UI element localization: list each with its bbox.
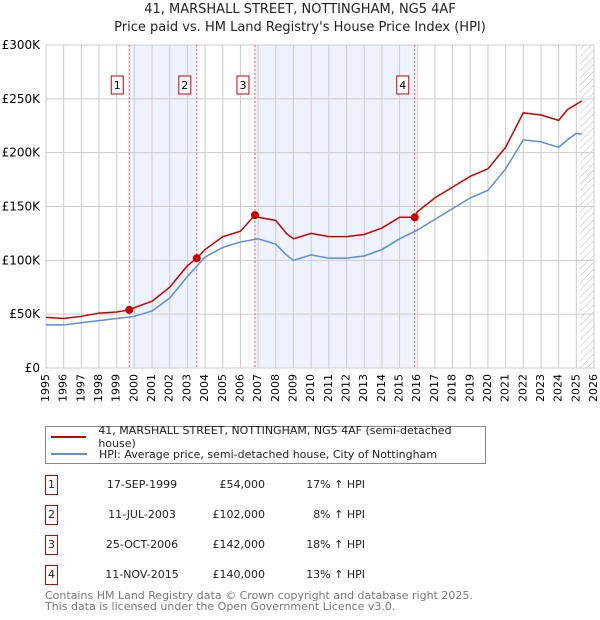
chart-title: 41, MARSHALL STREET, NOTTINGHAM, NG5 4AF: [144, 2, 456, 17]
x-tick-label: 1998: [92, 374, 105, 402]
x-tick-label: 2003: [180, 374, 193, 402]
x-tick-label: 2000: [127, 374, 140, 402]
x-tick-label: 2021: [499, 374, 512, 402]
x-tick-label: 2006: [233, 374, 246, 402]
x-tick-label: 2022: [516, 374, 529, 402]
footer: Contains HM Land Registry data © Crown c…: [45, 590, 473, 612]
y-tick-label: £100K: [2, 253, 42, 267]
y-tick-label: £300K: [2, 38, 42, 52]
y-tick-label: £50K: [9, 307, 41, 321]
footer-line-1: Contains HM Land Registry data © Crown c…: [45, 589, 473, 602]
legend-hpi: HPI: Average price, semi-detached house,…: [99, 447, 438, 461]
x-tick-label: 2023: [534, 374, 547, 402]
sale-date: 11-NOV-2015: [105, 568, 179, 581]
x-tick-label: 1997: [74, 374, 87, 402]
chart-subtitle: Price paid vs. HM Land Registry's House …: [114, 20, 486, 35]
sale-date: 17-SEP-1999: [106, 478, 178, 491]
sale-hpi-diff: 13% ↑ HPI: [306, 568, 365, 581]
sale-price: £142,000: [212, 538, 266, 551]
x-tick-label: 2017: [428, 374, 441, 402]
sale-number-badge: 4: [45, 565, 58, 585]
x-tick-label: 1996: [57, 374, 70, 402]
legend-property: 41, MARSHALL STREET, NOTTINGHAM, NG5 4AF…: [98, 424, 452, 450]
x-tick-label: 2016: [410, 374, 423, 402]
sale-price: £140,000: [212, 568, 266, 581]
x-tick-label: 2026: [587, 374, 600, 402]
x-tick-label: 2018: [446, 374, 459, 402]
legend-swatch-property: [51, 436, 87, 438]
price-chart: 1995 1996 1997 1998 1999 2000 2001 2002 2003 2004…: [2, 38, 600, 402]
sale-date: 25-OCT-2006: [105, 538, 179, 551]
x-tick-label: 2013: [357, 374, 370, 402]
sale-point: [192, 254, 201, 263]
sale-hpi-diff: 17% ↑ HPI: [306, 478, 365, 491]
x-tick-label: 2025: [569, 374, 582, 402]
sale-row: 4 11-NOV-2015 £140,000 13% ↑ HPI: [45, 565, 445, 585]
x-tick-label: 2024: [552, 374, 565, 402]
footer-line-2: This data is licensed under the Open Gov…: [45, 600, 396, 613]
x-tick-label: 2012: [340, 374, 353, 402]
sale-number-badge: 1: [45, 475, 58, 495]
sale-point: [250, 211, 259, 220]
y-tick-label: £200K: [2, 146, 42, 160]
x-tick-label: 2004: [198, 374, 211, 402]
y-tick-label: £250K: [2, 92, 42, 106]
property-price-line: [45, 100, 583, 320]
legend: 41, MARSHALL STREET, NOTTINGHAM, NG5 4AF…: [45, 424, 486, 464]
x-tick-label: 2001: [145, 374, 158, 402]
sale-point: [125, 305, 134, 314]
sale-row: 3 25-OCT-2006 £142,000 18% ↑ HPI: [45, 535, 445, 555]
hpi-line: [46, 132, 582, 326]
sale-label: 1: [114, 79, 121, 92]
sale-label: 3: [239, 79, 246, 92]
x-tick-label: 2005: [216, 374, 229, 402]
sale-hpi-diff: 18% ↑ HPI: [306, 538, 365, 551]
sale-hpi-diff: 8% ↑ HPI: [313, 508, 365, 521]
x-tick-label: 2020: [481, 374, 494, 402]
sale-row: 2 11-JUL-2003 £102,000 8% ↑ HPI: [45, 505, 445, 525]
sale-price: £102,000: [212, 508, 266, 521]
x-tick-label: 2014: [375, 374, 388, 402]
x-tick-label: 2010: [304, 374, 317, 402]
x-tick-label: 2007: [251, 374, 264, 402]
sale-label-box: [110, 75, 124, 95]
sale-label-box: [396, 75, 410, 95]
y-tick-label: £150K: [2, 200, 42, 214]
x-tick-label: 1999: [110, 374, 123, 402]
legend-swatch-hpi: [51, 453, 87, 455]
x-tick-label: 2019: [463, 374, 476, 402]
sale-label: 2: [181, 79, 188, 92]
sale-number-badge: 3: [45, 535, 58, 555]
x-tick-label: 2011: [322, 374, 335, 402]
sale-label: 4: [399, 79, 406, 92]
sale-row: 1 17-SEP-1999 £54,000 17% ↑ HPI: [45, 475, 445, 495]
x-tick-label: 2008: [269, 374, 282, 402]
x-tick-label: 2009: [286, 374, 299, 402]
sale-price: £54,000: [219, 478, 266, 491]
sale-point: [410, 213, 419, 222]
sale-date: 11-JUL-2003: [108, 508, 176, 521]
sale-number-badge: 2: [45, 505, 58, 525]
y-tick-label: £0: [25, 361, 40, 375]
x-tick-label: 2002: [163, 374, 176, 402]
x-tick-label: 2015: [393, 374, 406, 402]
x-tick-label: 1995: [39, 374, 52, 402]
sale-label-box: [178, 75, 192, 95]
sale-label-box: [236, 75, 250, 95]
